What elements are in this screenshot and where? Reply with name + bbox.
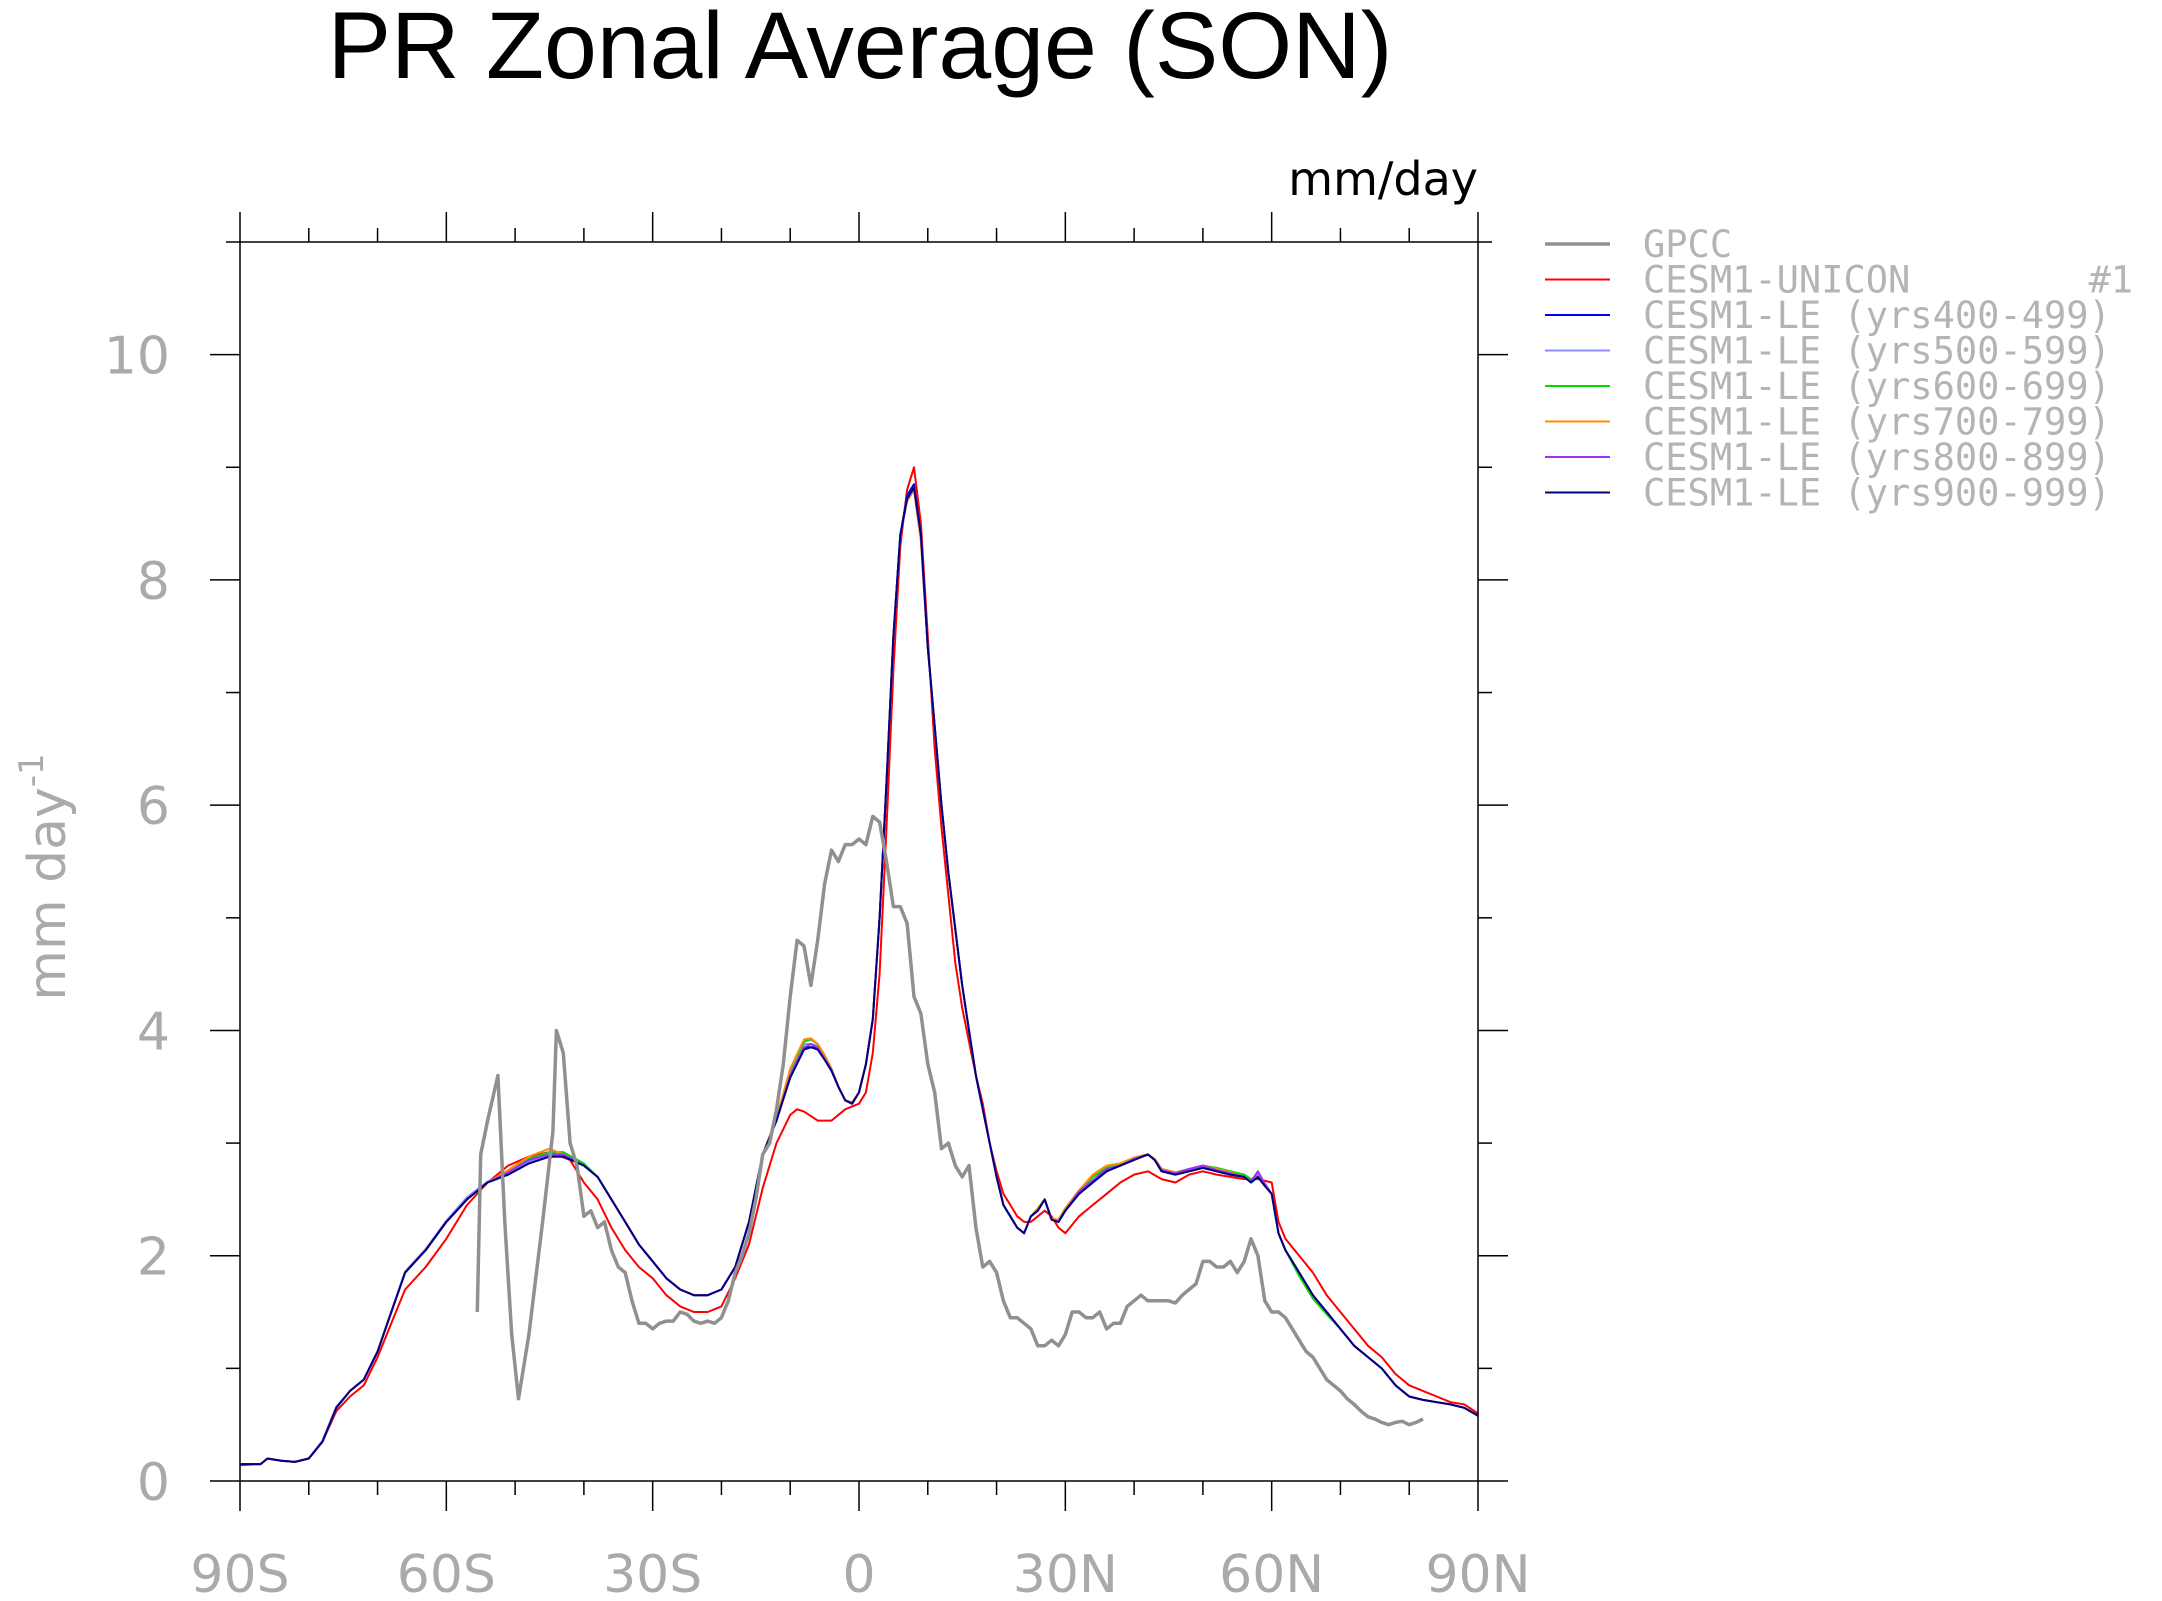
y-tick-label: 2 [137, 1228, 170, 1288]
legend-label: GPCC [1643, 223, 1732, 266]
legend-label: CESM1-LE (yrs500-599) [1643, 330, 2111, 373]
x-tick-label: 90N [1425, 1545, 1530, 1601]
y-axis-label: mm day-1 [12, 753, 78, 1000]
series-line-cesm1-le-yrs800-899 [240, 486, 1478, 1466]
x-tick-label: 60S [397, 1545, 496, 1601]
plot-frame [239, 241, 1479, 1482]
legend-label: CESM1-UNICON [1643, 259, 1910, 302]
legend-label: CESM1-LE (yrs600-699) [1643, 365, 2111, 408]
y-axis-label-text: mm day [18, 787, 78, 1000]
legend-label: CESM1-LE (yrs700-799) [1643, 401, 2111, 444]
series-line-gpcc [475, 814, 1424, 1427]
y-tick-label: 8 [137, 552, 170, 612]
legend-label: CESM1-LE (yrs900-999) [1643, 472, 2111, 515]
y-tick-labels: 0 2 4 6 8 10 [104, 327, 170, 1513]
legend-label: CESM1-LE (yrs800-899) [1643, 436, 2111, 479]
y-tick-label: 4 [137, 1002, 170, 1062]
y-axis-label-exponent: -1 [12, 753, 52, 787]
series-line-cesm1-le-yrs600-699 [240, 486, 1478, 1466]
series-lines [240, 466, 1478, 1467]
x-tick-label: 30N [1013, 1545, 1118, 1601]
y-tick-label: 10 [104, 327, 170, 387]
x-tick-label: 0 [842, 1545, 875, 1601]
x-tick-label: 60N [1219, 1545, 1324, 1601]
legend-label: CESM1-LE (yrs400-499) [1643, 294, 2111, 337]
units-label: mm/day [1288, 152, 1478, 206]
legend-tag: #1 [2088, 259, 2133, 302]
chart-title: PR Zonal Average (SON) [328, 0, 1393, 99]
series-line-cesm1-le-yrs900-999 [240, 486, 1478, 1466]
y-tick-label: 0 [137, 1453, 170, 1513]
series-line-cesm1-le-yrs500-599 [240, 488, 1478, 1466]
series-line-cesm1-le-yrs700-799 [240, 488, 1478, 1466]
y-tick-label: 6 [137, 777, 170, 837]
axis-ticks [210, 212, 1508, 1511]
x-tick-labels: 90S 60S 30S 0 30N 60N 90N [190, 1545, 1530, 1601]
series-line-cesm1-unicon [240, 466, 1478, 1467]
x-tick-label: 30S [603, 1545, 702, 1601]
x-tick-label: 90S [190, 1545, 289, 1601]
series-line-cesm1-le-yrs400-499 [240, 483, 1478, 1466]
